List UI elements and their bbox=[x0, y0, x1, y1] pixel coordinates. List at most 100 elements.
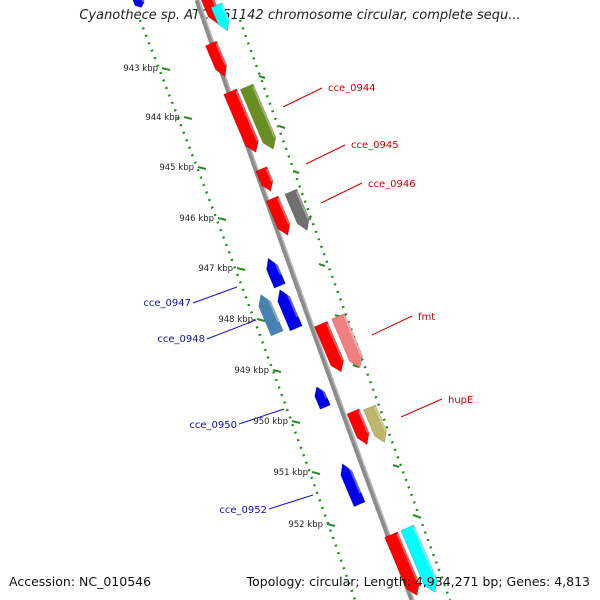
gene-cce-0950-shape bbox=[314, 386, 331, 410]
gene-leader-line bbox=[282, 87, 323, 108]
gene-hupE-shape bbox=[363, 404, 387, 443]
gene-cce-0950-shine bbox=[320, 386, 328, 399]
gene-hupE-shine bbox=[374, 406, 387, 432]
gene-top-blue bbox=[131, 0, 145, 8]
gene-cce-0948-shape bbox=[277, 289, 303, 332]
gene-red-fmt bbox=[314, 320, 345, 373]
gene-fmt bbox=[331, 313, 363, 369]
gene-red-a bbox=[205, 40, 227, 78]
gene-leader-line bbox=[305, 144, 346, 165]
gene-cyan-bottom-shape bbox=[400, 524, 438, 593]
scale-tick-mark bbox=[272, 369, 282, 373]
gene-red-c bbox=[255, 166, 274, 192]
scale-tick-mark bbox=[183, 116, 193, 120]
gene-leader-line bbox=[206, 319, 257, 340]
gene-red-bottom-shine bbox=[396, 533, 420, 585]
gene-cce-0948 bbox=[277, 288, 303, 332]
accession-text: Accession: NC_010546 bbox=[9, 574, 152, 589]
gene-leader-line bbox=[238, 408, 285, 425]
scale-tick-mark bbox=[161, 67, 171, 71]
scale-tick-mark bbox=[326, 523, 336, 527]
gene-cce-0950 bbox=[314, 386, 331, 410]
outer-tick-mark bbox=[412, 514, 420, 518]
gene-fmt-shine bbox=[343, 315, 363, 357]
gene-label-cce-0946: cce_0946 bbox=[368, 179, 416, 190]
outer-tick-mark bbox=[352, 364, 360, 368]
gene-leader-line bbox=[320, 182, 363, 204]
outer-tick-mark bbox=[292, 170, 300, 174]
gene-red-c-shape bbox=[255, 166, 274, 192]
gene-red-b-shape bbox=[223, 88, 259, 153]
gene-red-hupe bbox=[346, 408, 370, 446]
gene-label-cce-0944: cce_0944 bbox=[328, 83, 376, 94]
scale-tick-mark bbox=[291, 420, 301, 424]
gene-cce-0952-shine bbox=[346, 463, 362, 494]
gene-top-blue-shine bbox=[140, 0, 145, 3]
gene-cce-0946-shape bbox=[284, 188, 310, 231]
scale-tick-label: 947 kbp bbox=[198, 264, 233, 274]
gene-steel-shape bbox=[258, 294, 284, 337]
gene-red-bottom-shape bbox=[384, 531, 420, 596]
scale-tick-label: 946 kbp bbox=[179, 214, 214, 224]
gene-label-hupe: hupE bbox=[448, 395, 473, 406]
gene-label-cce-0947: cce_0947 bbox=[143, 298, 191, 309]
gene-red-hupe-shine bbox=[357, 410, 370, 434]
scale-tick-label: 951 kbp bbox=[273, 468, 308, 478]
outer-tick-mark bbox=[258, 75, 266, 79]
gene-label-cce-0945: cce_0945 bbox=[351, 140, 399, 151]
genome-summary-text: Topology: circular; Length: 4,934,271 bp… bbox=[246, 574, 590, 589]
gene-cce-0947 bbox=[266, 257, 286, 289]
gene-label-fmt: fmt bbox=[418, 312, 435, 323]
gene-label-cce-0952: cce_0952 bbox=[219, 505, 267, 516]
gene-cce-0946-shine bbox=[295, 190, 310, 220]
gene-cce-0948-shine bbox=[284, 288, 299, 318]
gene-red-fmt-shine bbox=[326, 323, 344, 361]
backbone-highlight bbox=[198, 0, 415, 600]
chromosome-backbone bbox=[194, 0, 415, 600]
gene-red-d-shape bbox=[265, 195, 291, 236]
gene-red-a-shape bbox=[205, 40, 227, 78]
outer-tick-mark bbox=[278, 125, 286, 129]
gene-cce-0944-shine bbox=[252, 85, 276, 139]
scale-tick-mark bbox=[311, 471, 321, 475]
scale-tick-mark bbox=[256, 318, 266, 322]
gene-top-blue-shape bbox=[131, 0, 145, 8]
gene-red-hupe-shape bbox=[346, 408, 370, 446]
scale-tick-label: 948 kbp bbox=[218, 315, 253, 325]
gene-cyan-bottom bbox=[400, 524, 438, 593]
scale-tick-label: 944 kbp bbox=[145, 113, 180, 123]
scale-tick-label: 950 kbp bbox=[253, 417, 288, 427]
gene-cyan-bottom-shine bbox=[412, 526, 438, 582]
map-title: Cyanothece sp. ATCC 51142 chromosome cir… bbox=[79, 8, 521, 23]
backbone-line bbox=[194, 0, 415, 600]
scale-tick-label: 943 kbp bbox=[123, 64, 158, 74]
gene-top-cyan-shape bbox=[210, 2, 230, 32]
gene-red-fmt-shape bbox=[314, 320, 345, 373]
outer-dotted-track bbox=[238, 19, 452, 600]
scale-tick-mark bbox=[236, 267, 246, 271]
scale-tick-label: 952 kbp bbox=[288, 520, 323, 530]
scale-tick-label: 945 kbp bbox=[159, 163, 194, 173]
gene-cce-0946 bbox=[284, 188, 310, 231]
gene-feature-track bbox=[131, 0, 438, 596]
scale-tick-mark bbox=[197, 166, 207, 170]
gene-cce-0952-shape bbox=[340, 463, 366, 507]
gene-top-cyan-shine bbox=[220, 4, 230, 21]
gene-steel bbox=[258, 293, 284, 337]
outer-tick-mark bbox=[318, 263, 326, 267]
gene-cce-0952 bbox=[340, 463, 366, 507]
gene-cce-0947-shine bbox=[272, 257, 282, 276]
gene-red-d-shine bbox=[277, 197, 290, 225]
gene-red-b bbox=[223, 88, 259, 153]
gene-red-a-shine bbox=[215, 42, 227, 66]
gene-red-b-shine bbox=[235, 90, 259, 142]
inner-dotted-track bbox=[138, 19, 357, 600]
scale-tick-mark bbox=[217, 217, 227, 221]
gene-cce-0947-shape bbox=[266, 257, 286, 289]
gene-label-cce-0950: cce_0950 bbox=[189, 420, 237, 431]
gene-label-cce-0948: cce_0948 bbox=[157, 334, 205, 345]
gene-steel-shine bbox=[265, 293, 280, 323]
gene-cce-0944-shape bbox=[239, 83, 277, 150]
